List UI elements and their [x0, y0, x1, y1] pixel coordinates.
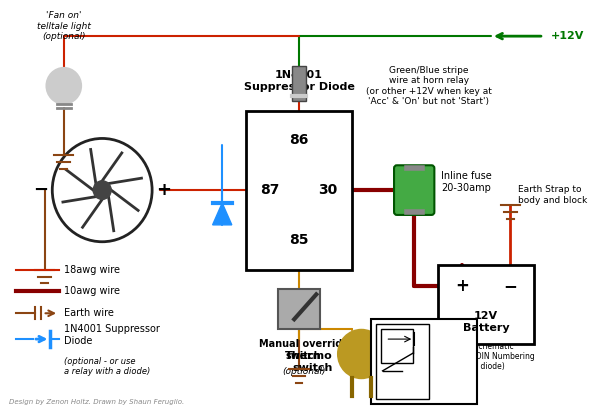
Text: +: + — [156, 181, 171, 199]
Text: +: + — [455, 277, 469, 296]
Polygon shape — [212, 203, 232, 225]
Circle shape — [47, 68, 81, 104]
Text: 12V
Battery: 12V Battery — [463, 312, 509, 333]
Bar — [438, 265, 534, 344]
Text: 'Fan on'
telltale light
(optional): 'Fan on' telltale light (optional) — [37, 12, 91, 41]
Text: Manual override
switch: Manual override switch — [259, 339, 349, 361]
Bar — [292, 66, 306, 101]
Text: 30: 30 — [318, 183, 337, 197]
Bar — [246, 111, 352, 270]
Text: Earth Strap to
body and block: Earth Strap to body and block — [518, 185, 587, 205]
Text: +12V: +12V — [551, 31, 584, 41]
Text: 10awg wire: 10awg wire — [64, 286, 120, 296]
Text: 86: 86 — [289, 134, 308, 148]
Text: Green/Blue stripe
wire at horn relay
(or other +12V when key at
'Acc' & 'On' but: Green/Blue stripe wire at horn relay (or… — [365, 66, 491, 106]
Text: 85 87: 85 87 — [407, 395, 425, 399]
Text: −: − — [34, 181, 49, 199]
Text: −: − — [503, 277, 517, 296]
Text: 30 86: 30 86 — [379, 395, 397, 399]
Bar — [278, 289, 320, 329]
Text: (open when 'cold'
closed when 'hot'): (open when 'cold' closed when 'hot') — [395, 352, 478, 372]
Text: (optional - or use
a relay with a diode): (optional - or use a relay with a diode) — [64, 357, 150, 376]
Circle shape — [93, 181, 111, 199]
Text: 1N4001
Suppressor Diode: 1N4001 Suppressor Diode — [244, 70, 355, 92]
Text: Design by Zenon Holtz. Drawn by Shaun Feruglio.: Design by Zenon Holtz. Drawn by Shaun Fe… — [9, 399, 184, 405]
Bar — [371, 319, 476, 404]
Bar — [380, 329, 413, 363]
Text: Earth wire: Earth wire — [64, 308, 113, 318]
Bar — [376, 324, 428, 399]
Text: Inline fuse
20-30amp: Inline fuse 20-30amp — [441, 171, 492, 193]
Text: 87: 87 — [260, 183, 280, 197]
Text: Typical Automotive
SPST Relay Schematic
Bosch Style DIN Numbering
(with built-in: Typical Automotive SPST Relay Schematic … — [429, 331, 535, 372]
Text: 18awg wire: 18awg wire — [64, 265, 120, 275]
FancyBboxPatch shape — [394, 165, 434, 215]
Text: 1N4001 Suppressor
Diode: 1N4001 Suppressor Diode — [64, 324, 160, 346]
Circle shape — [338, 330, 385, 378]
Text: (optional): (optional) — [282, 367, 326, 376]
Text: 85: 85 — [289, 233, 309, 247]
Text: Thermo
switch: Thermo switch — [285, 351, 332, 373]
